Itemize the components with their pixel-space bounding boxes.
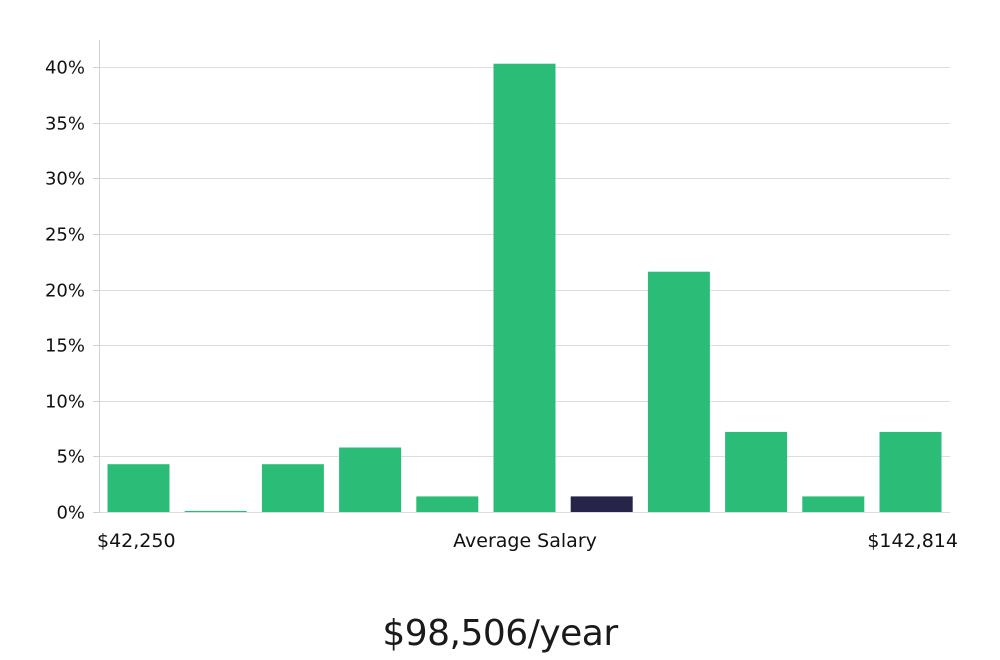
y-tick-label: 0% <box>56 503 85 524</box>
bar-chart: 0% 5% 10% 15% 20% 25% 30% 35% 40% $42,250 Averag… <box>45 40 958 552</box>
bar[interactable] <box>725 431 788 512</box>
y-tick-labels: 0% 5% 10% 15% 20% 25% 30% 35% 40% <box>45 58 100 524</box>
bar[interactable] <box>416 496 479 512</box>
bar[interactable] <box>647 271 710 512</box>
y-tick-label: 40% <box>45 58 85 79</box>
y-tick-label: 30% <box>45 169 85 190</box>
average-salary-headline: $98,506/year <box>382 613 618 654</box>
y-tick-label: 5% <box>56 447 85 468</box>
y-tick-label: 25% <box>45 225 85 246</box>
y-tick-label: 35% <box>45 114 85 135</box>
bar[interactable] <box>184 510 247 512</box>
x-max-label: $142,814 <box>867 530 958 552</box>
bar[interactable] <box>339 447 402 513</box>
y-tick-label: 15% <box>45 336 85 357</box>
bar-highlighted[interactable] <box>570 496 633 512</box>
bar[interactable] <box>802 496 865 512</box>
bar[interactable] <box>261 464 324 512</box>
y-tick-label: 20% <box>45 281 85 302</box>
y-tick-label: 10% <box>45 392 85 413</box>
x-min-label: $42,250 <box>97 530 176 552</box>
bars <box>107 63 942 513</box>
bar[interactable] <box>107 464 170 512</box>
bar[interactable] <box>879 431 942 512</box>
bar[interactable] <box>493 63 556 512</box>
x-center-label: Average Salary <box>453 530 597 552</box>
